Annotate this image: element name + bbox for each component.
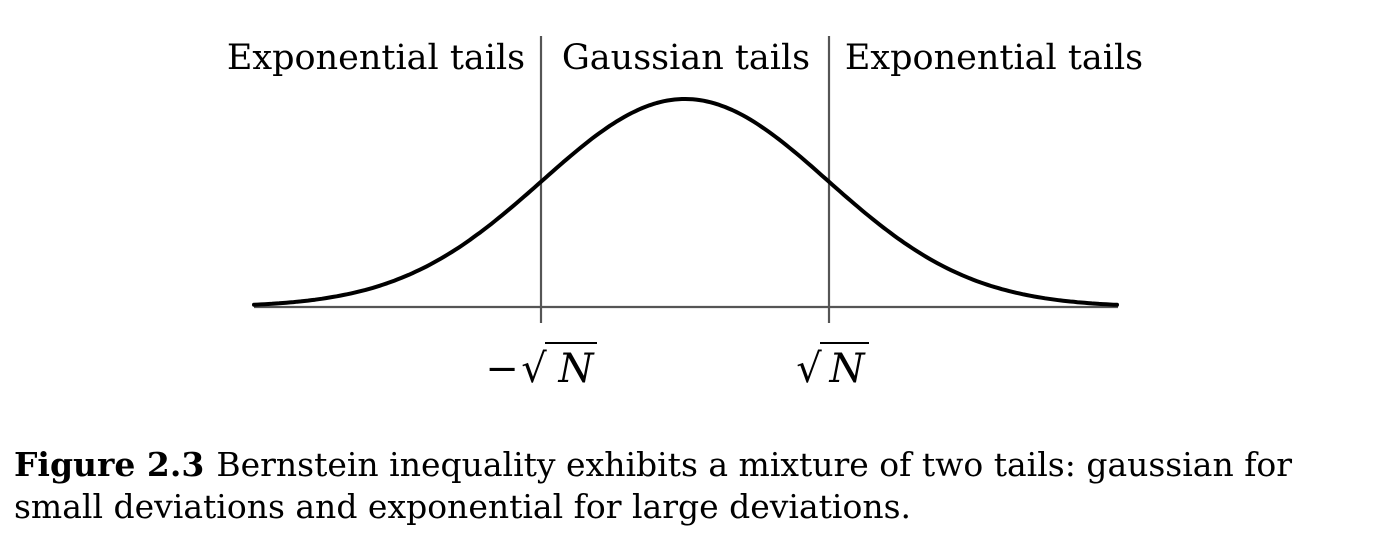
tick-symbol-n: N <box>829 346 867 392</box>
caption-text: Bernstein inequality exhibits a mixture … <box>14 445 1293 526</box>
tick-radical-sign: √ <box>796 346 822 392</box>
tick-label-sqrt-n: √ N <box>796 342 869 392</box>
tick-radical-sign: √ <box>521 346 547 392</box>
tick-minus-sign: − <box>485 346 519 392</box>
region-label-gaussian: Gaussian tails <box>562 38 810 78</box>
figure-caption: Figure 2.3 Bernstein inequality exhibits … <box>14 444 1359 528</box>
bell-curve <box>252 97 1119 307</box>
caption-label: Figure 2.3 <box>14 445 205 484</box>
region-label-right-exponential: Exponential tails <box>845 38 1143 78</box>
diagram-canvas: Exponential tails Gaussian tails Exponen… <box>227 36 1143 392</box>
tails-diagram: Exponential tails Gaussian tails Exponen… <box>227 36 1143 392</box>
tick-symbol-n: N <box>558 346 596 392</box>
tick-label-minus-sqrt-n: − √ N <box>485 342 597 392</box>
region-label-left-exponential: Exponential tails <box>227 38 525 78</box>
